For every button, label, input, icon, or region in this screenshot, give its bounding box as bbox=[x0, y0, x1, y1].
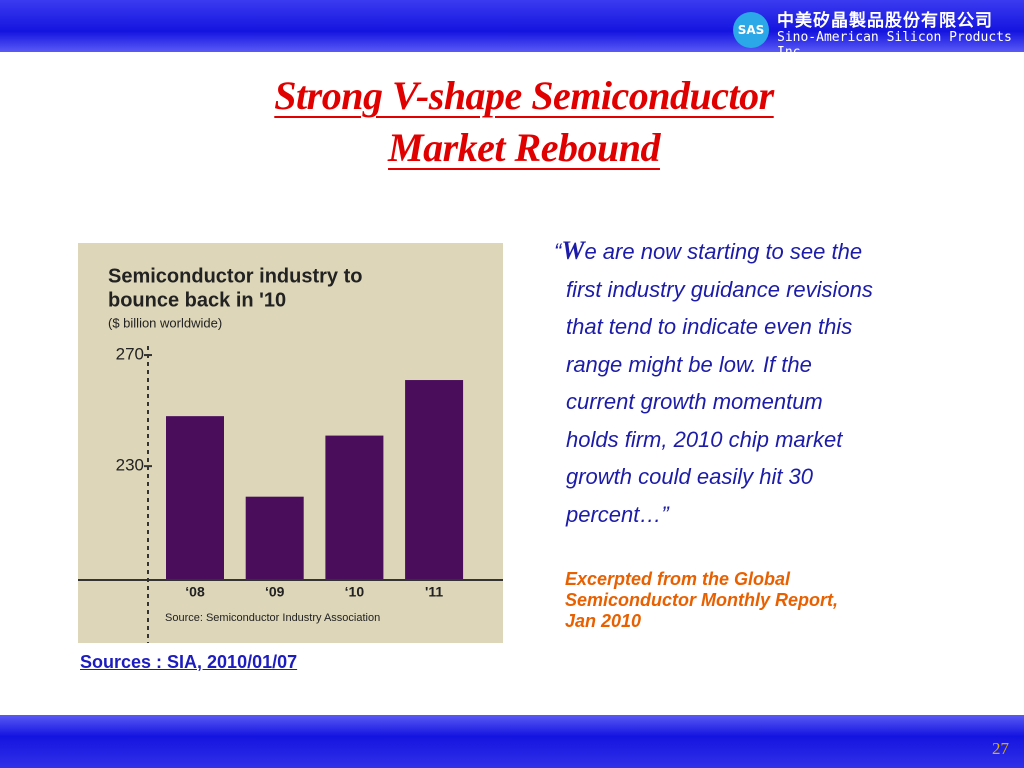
slide-title: Market Rebound bbox=[388, 125, 660, 170]
chart-title: bounce back in '10 bbox=[108, 289, 286, 311]
x-tick-label: '11 bbox=[425, 584, 443, 600]
quote-initial: W bbox=[561, 236, 585, 265]
slide-title: Strong V-shape Semiconductor bbox=[274, 73, 774, 118]
page-number: 27 bbox=[992, 739, 1009, 758]
quote-line: range might be low. If the bbox=[566, 351, 812, 377]
chart-subtitle: ($ billion worldwide) bbox=[108, 315, 222, 330]
header-bar bbox=[0, 0, 1024, 52]
quote-line: growth could easily hit 30 bbox=[566, 464, 814, 489]
company-name-en: Sino-American Silicon Products Inc. bbox=[777, 30, 1012, 60]
sources: Sources : SIA, 2010/01/07 bbox=[80, 652, 298, 672]
quote-mark: “ bbox=[554, 239, 562, 264]
chart-source: Source: Semiconductor Industry Associati… bbox=[165, 612, 380, 624]
bar bbox=[166, 416, 224, 580]
footer-bar bbox=[0, 715, 1024, 768]
chart-title: Semiconductor industry to bbox=[108, 265, 362, 287]
excerpt-line: Semiconductor Monthly Report, bbox=[565, 590, 839, 610]
x-tick-label: ‘10 bbox=[345, 584, 365, 600]
quote-line: that tend to indicate even this bbox=[566, 314, 853, 339]
logo: SAS bbox=[733, 12, 769, 48]
bar bbox=[245, 496, 304, 580]
chart: Semiconductor industry to bounce back in… bbox=[78, 243, 503, 643]
x-tick-label: ‘09 bbox=[265, 584, 285, 600]
bar bbox=[405, 380, 464, 580]
bar bbox=[325, 435, 384, 580]
quote-line: percent…” bbox=[566, 501, 669, 527]
x-tick-label: ‘08 bbox=[185, 584, 205, 600]
quote-text: e are now starting to see the bbox=[584, 239, 863, 264]
y-tick-label: 230 bbox=[116, 456, 144, 475]
company-name-cn: 中美矽晶製品股份有限公司 bbox=[777, 11, 993, 31]
excerpt-line: Jan 2010 bbox=[565, 611, 642, 631]
quote-line: first industry guidance revisions bbox=[566, 276, 873, 302]
quote-line: “We are now starting to see the bbox=[554, 233, 873, 271]
quote-line: current growth momentum bbox=[566, 389, 823, 414]
quote: “We are now starting to see the first ind… bbox=[554, 233, 873, 533]
excerpt: Excerpted from the Global Semiconductor M… bbox=[565, 569, 838, 632]
excerpt-line: Excerpted from the Global bbox=[565, 569, 791, 589]
y-tick-label: 270 bbox=[116, 345, 144, 364]
quote-line: holds firm, 2010 chip market bbox=[566, 426, 843, 452]
